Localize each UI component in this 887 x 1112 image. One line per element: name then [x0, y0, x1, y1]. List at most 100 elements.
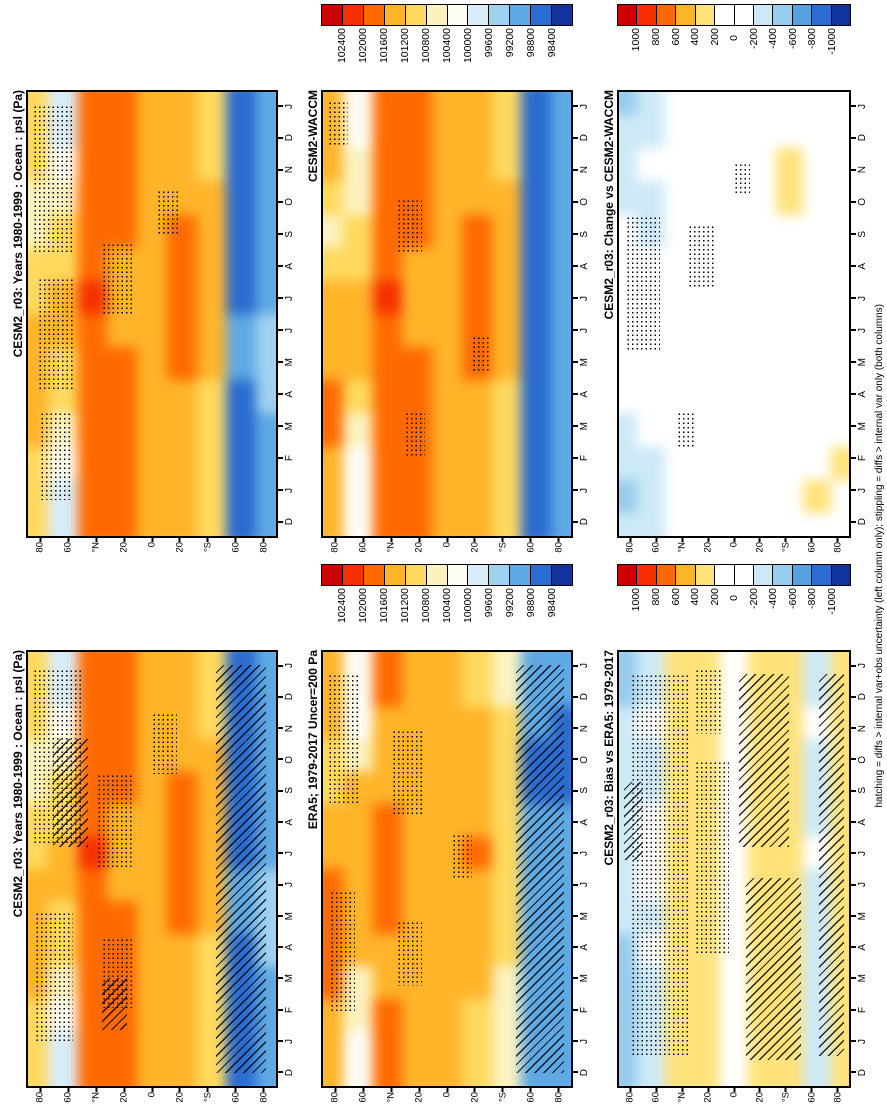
cell [137, 479, 167, 513]
month-tick-text: D [284, 518, 295, 526]
lat-tick-label: 60 [63, 1088, 74, 1103]
cell [432, 92, 462, 116]
month-tick [573, 265, 578, 267]
lat-tick [39, 1088, 41, 1092]
lat-tick-text: 80 [832, 542, 844, 553]
cell [461, 479, 492, 513]
lat-tick-label: °S [202, 1088, 213, 1102]
cell [803, 380, 832, 414]
cell [551, 181, 571, 215]
colorbar-tick-text: -200 [747, 28, 760, 50]
lat-tick-text: 80 [329, 1092, 341, 1103]
cell [803, 413, 832, 447]
lat-tick-label: 60 [230, 1088, 241, 1103]
month-tick [278, 914, 283, 917]
colorbar-chip [773, 5, 793, 25]
cell [107, 868, 138, 902]
month-tick [573, 914, 578, 917]
cell [372, 1031, 403, 1064]
month-tick-text: J [284, 663, 295, 669]
colorbar-tick-text: 1000 [630, 588, 643, 612]
cell [775, 115, 804, 149]
lat-tick-label: 60 [651, 1088, 662, 1103]
stipple-region [397, 198, 423, 252]
colorbar-tick-text: 99600 [483, 28, 495, 58]
colorbar-tick-text: 800 [649, 588, 662, 606]
colorbar-tick-label: 100400 [441, 28, 453, 68]
cell [342, 652, 373, 675]
lat-tick-label: 80 [258, 538, 269, 553]
cell [196, 181, 227, 215]
cell [323, 652, 343, 675]
lat-tick [95, 1088, 97, 1092]
lat-tick [707, 538, 709, 542]
cell [692, 92, 721, 116]
colorbar-tick-label: 1000 [630, 28, 642, 56]
colorbar-tick-label: 98400 [546, 28, 558, 62]
colorbar-tick-label: 101600 [378, 28, 390, 68]
month-tick-text: M [284, 421, 295, 431]
cell [432, 181, 462, 215]
cell [372, 652, 403, 675]
month-tick-label: M [573, 963, 591, 994]
cell [432, 380, 462, 414]
month-tick-label: J [851, 282, 869, 314]
cell [491, 115, 522, 149]
stipple-region [404, 411, 425, 457]
month-tick-label: A [573, 932, 591, 963]
month-tick [851, 489, 856, 491]
colorbar-tick-text: 100800 [420, 28, 432, 64]
cell [77, 479, 108, 513]
cell [372, 413, 403, 447]
cell [692, 966, 721, 999]
month-tick [851, 789, 856, 792]
cell [432, 446, 462, 480]
month-tick [573, 425, 578, 427]
cell [166, 446, 197, 480]
lat-tick [707, 1088, 709, 1092]
month-tick-label: D [278, 1057, 296, 1088]
cell [372, 901, 403, 934]
month-tick-text: O [579, 198, 590, 206]
cell [372, 115, 403, 149]
lat-tick-text: 20 [118, 1092, 130, 1103]
cell [166, 966, 197, 999]
colorbar-tick-label: 100800 [420, 28, 432, 68]
plot-area: 80 60 °N 20 0 20 °S 60 80 [26, 90, 278, 553]
month-tick-label: D [573, 1057, 591, 1088]
cell [196, 92, 227, 116]
month-tick-text: A [579, 943, 590, 951]
month-tick [278, 821, 283, 824]
cell [323, 1031, 343, 1064]
cell [664, 214, 693, 248]
cell [636, 380, 665, 414]
month-tick-text: A [857, 262, 868, 270]
lat-tick-text: 60 [357, 542, 369, 553]
cell [636, 479, 665, 513]
month-tick [278, 233, 283, 235]
month-tick [851, 393, 856, 395]
cell [137, 380, 167, 414]
colorbar-tick-text: 100400 [441, 588, 453, 624]
month-tick-text: A [857, 390, 868, 398]
cell [137, 1031, 167, 1064]
month-tick-label: O [851, 744, 869, 775]
month-tick [573, 201, 578, 203]
colorbar-tick-text: 1000 [630, 28, 643, 52]
lat-tick-text: 60 [230, 1092, 242, 1103]
month-tick-text: O [579, 755, 590, 764]
cell [28, 868, 48, 902]
cell [619, 479, 637, 513]
colorbar-tick-text: 100400 [441, 28, 453, 64]
cell [432, 966, 462, 999]
month-tick [278, 977, 283, 980]
cell [137, 998, 167, 1032]
colorbar-tick-text: 400 [688, 28, 701, 46]
month-tick-text: F [579, 1006, 590, 1013]
month-tick-text: O [857, 198, 868, 206]
cell [226, 446, 257, 480]
month-tick [851, 883, 856, 886]
cell [28, 512, 48, 536]
lat-tick-text: 20 [413, 1092, 425, 1103]
cell [747, 413, 776, 447]
